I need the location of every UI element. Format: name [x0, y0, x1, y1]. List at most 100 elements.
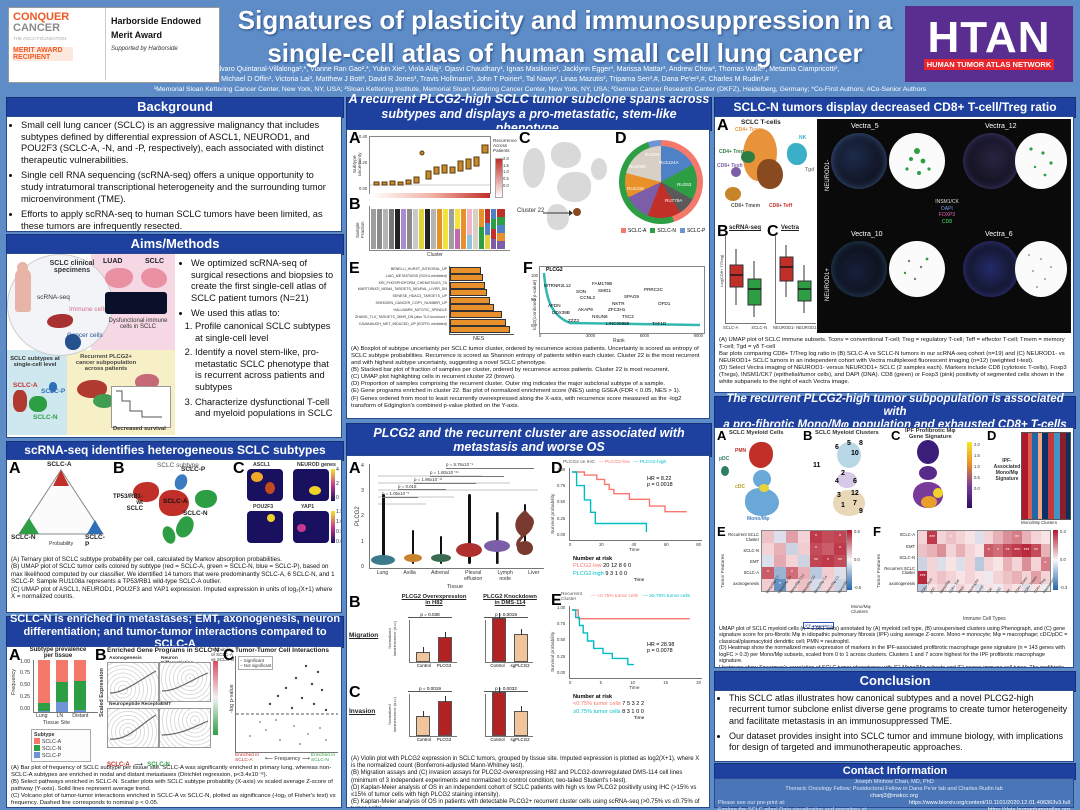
gsea-xlabel: NES [473, 336, 485, 342]
heatmap-cell [965, 544, 975, 558]
ytick: 1.00 [19, 659, 30, 665]
cluster-num: 5 [847, 440, 851, 447]
colorbar [331, 469, 335, 501]
generank-yticks: 100 50 0 [531, 273, 538, 329]
aims-numbered-3: Characterize dysfunctional T-cell and my… [195, 397, 337, 420]
gene-label: SON [576, 289, 586, 294]
section-subclone: A recurrent PLCG2-high SCLC tumor subclo… [346, 92, 712, 419]
assay-row-migration: Migration [349, 632, 379, 639]
heatmap-cell [1002, 570, 1013, 584]
assay-ylabel-migration: Normalized luminescence (a.u.) [387, 621, 397, 656]
km-cluster-xlabel: Time [629, 686, 640, 691]
assay-bar [491, 613, 506, 662]
cluster-num: 8 [859, 440, 863, 447]
heatmap-cell [774, 555, 786, 567]
heatmap-cell [774, 531, 786, 543]
km-cluster-xticks: 0 5 10 15 20 [569, 680, 701, 685]
marker-foxp3: FOXP3 [938, 212, 956, 218]
boxplot-scrna-xticks: SCLC-A SCLC-N [723, 325, 767, 330]
heatmap-cell [993, 531, 1003, 545]
vectra-seg [1015, 133, 1067, 189]
panel-label-b: B [349, 594, 361, 611]
preprint-link[interactable]: https://www.biorxiv.org/content/10.1101/… [908, 799, 1070, 806]
xtick: LN [56, 713, 64, 719]
heatmap-cell [1002, 531, 1013, 545]
gene-label: TAF1D [652, 321, 667, 326]
prevalence-title: Subtype prevalence per tissue [29, 647, 87, 659]
heatmap-cell [993, 583, 1003, 591]
ipf-signature-xlabel: Mono/Mφ Clusters [1021, 520, 1058, 525]
cluster-num: 6 [835, 444, 839, 451]
heatmap-cell [955, 531, 966, 545]
gsea-bar [450, 311, 503, 319]
gene-label: TSC2 [622, 314, 634, 319]
aims-bullet-2: We used this atlas to: [191, 308, 337, 320]
caption-line: (B) Select pathways enriched in SCLC-N. … [11, 779, 333, 793]
heatmap-cell [1040, 583, 1050, 591]
diagram-label-immune: Immune cells [69, 306, 108, 313]
panel-label-c: C [519, 130, 531, 147]
cluster-num: 3 [837, 492, 841, 499]
assay-bar [491, 687, 506, 736]
background-bullets: Small cell lung cancer (SCLC) is an aggr… [21, 120, 337, 231]
gene-label: ZFC3H1 [608, 307, 626, 312]
caption-line: (D) Heatmap show the normalized mean exp… [719, 645, 1065, 665]
heatmap-cell [918, 583, 928, 591]
heatF-rowlabels: SCLC-A EMT SCLC-N Recurrent SCLC Cluster axo… [881, 530, 915, 590]
subtypes-captions: (A) Ternary plot of SCLC subtype probabi… [11, 556, 337, 601]
atlas-link[interactable]: https://data.humantumoratlas.org [987, 806, 1070, 810]
conclusion-bullet: This SCLC atlas illustrates how canonica… [729, 693, 1069, 727]
pie-label: RU1124A [659, 160, 679, 165]
gsea-program-label: CAVANAUGH_MET_INDUCED_UP (EGFR1 mediated… [358, 321, 447, 326]
gsea-bar [450, 289, 488, 297]
vectra-image-title: Vectra_5 [851, 123, 879, 130]
km-p: p = 0.0078 [647, 648, 673, 654]
km-ihc-risk: Number at risk PLCG2-low 20 12 8 6 0 PLC… [573, 556, 705, 584]
heatmap-cell [822, 531, 834, 543]
mets-title: SCLC-N is enriched in metastases; EMT, a… [6, 613, 344, 650]
vectra-image-title: Vectra_10 [851, 231, 883, 238]
heatE-xlabel: Mono/Mφ Clusters [851, 604, 871, 615]
samplefrac-ylabel: Sample Fraction [355, 221, 365, 238]
caption-line: (B) UMAP plot of SCLC tumor cells colore… [11, 563, 335, 586]
panel-label-c: C [233, 460, 245, 477]
geneprog-xaxis: SCLC-A ⟶ SCLC-N [107, 753, 217, 771]
prevalence-xticks: Lung LN Distant [33, 713, 96, 719]
violin-pvalue: p = 1.80x10⁻⁶¹ [430, 470, 504, 477]
ipf-umap [895, 440, 963, 520]
volcano-title: Tumor-Tumor Cell Interactions [235, 647, 330, 654]
cb-tick: 2.0 [503, 156, 509, 161]
cb-tick: 2 [336, 481, 339, 487]
assay-xtick: Control [416, 737, 431, 742]
aims-bullet-1: We optimized scRNA-seq of surgical resec… [191, 258, 337, 304]
legend-item: SCLC-A [621, 228, 646, 234]
heatmap-cell [1002, 557, 1013, 571]
heatmap-cell: *** [927, 531, 937, 545]
recurrent-pie-ring [619, 140, 703, 224]
heatmap-row-label: SCLC-N [899, 554, 915, 560]
km-p: p = 0.0018 [647, 482, 673, 488]
heatmap-cell [1040, 570, 1050, 584]
heatmap-cell [1021, 570, 1032, 584]
heatmap-cell [1031, 570, 1041, 584]
contact-links: Please see our pre-print at: https://www… [715, 800, 1073, 807]
heatmap-row-label: SCLC-N [743, 547, 759, 553]
authors-line2: Michael D Offin³, Victoria Lai³, Matthew… [221, 76, 769, 83]
heatmap-cell: ** [1031, 544, 1041, 558]
gene-label: AKAP9 [578, 307, 593, 312]
contact-email-link[interactable]: chanj3@mskcc.org [870, 792, 918, 799]
conclusion-bullet: Our dataset provides insight into SCLC t… [729, 731, 1069, 754]
heatmap-cell [774, 567, 786, 579]
heatmap-cell [1012, 557, 1022, 571]
assay-pvalue: p = 0.0032 [484, 686, 528, 692]
cluster-num: 10 [851, 450, 859, 457]
gsea-program-label: HALLMARK_MITOTIC_SPINDLE [393, 307, 447, 312]
recurrence-colorbar-ticks: 2.0 1.5 1.0 0.5 0.0 [503, 156, 509, 190]
award-harborside-line2: Merit Award [111, 30, 163, 40]
cb-tick: 0.5 [503, 176, 509, 182]
boxplot-vectra-xticks: NEUROD1- NEUROD1+ [773, 325, 819, 330]
heatmap-cell [936, 544, 947, 558]
cb-tick: 1.5 [503, 162, 509, 168]
heatmap-cell [936, 570, 947, 584]
